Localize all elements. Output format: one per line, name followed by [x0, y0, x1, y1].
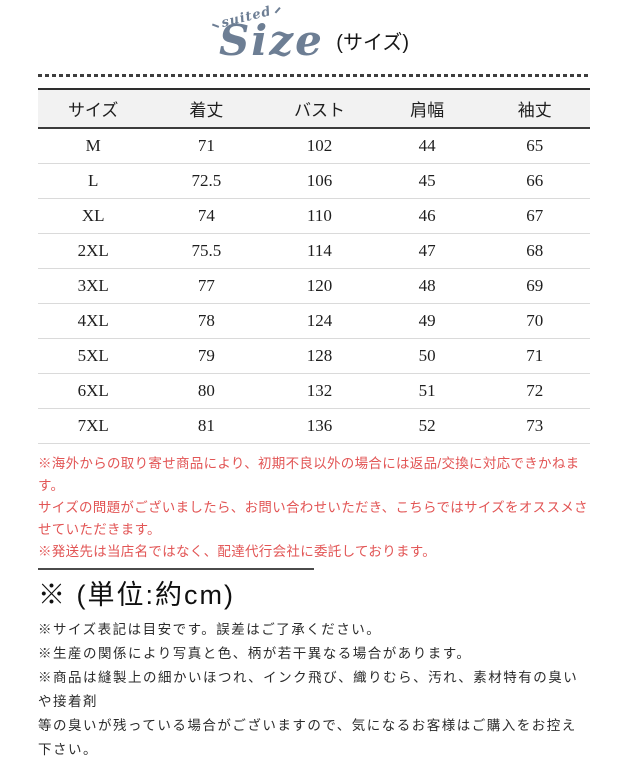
cell-value: 114 — [264, 233, 375, 269]
cell-value: 110 — [264, 198, 375, 234]
table-row: 4XL 78 124 49 70 — [38, 303, 590, 339]
size-chart-page: suited Size (サイズ) サイズ 着丈 バスト 肩幅 袖丈 M 71 … — [38, 4, 590, 757]
cell-value: 81 — [148, 408, 265, 444]
cell-value: 50 — [374, 338, 480, 374]
table-row: 7XL 81 136 52 73 — [38, 408, 590, 444]
cell-value: 44 — [374, 128, 480, 164]
column-header-length: 着丈 — [148, 88, 265, 129]
size-logo: Size — [218, 16, 324, 65]
page-title: suited Size (サイズ) — [38, 4, 590, 70]
note-line: ※サイズ表記は目安です。誤差はご了承ください。 — [38, 622, 382, 637]
cell-size: 4XL — [38, 303, 149, 339]
cell-value: 102 — [264, 128, 375, 164]
cell-size: 5XL — [38, 338, 149, 374]
cell-value: 51 — [374, 373, 480, 409]
cell-value: 136 — [264, 408, 375, 444]
cell-value: 124 — [264, 303, 375, 339]
unit-heading: ※ (単位:約cm) — [38, 580, 235, 610]
cell-size: L — [38, 163, 149, 199]
table-row: L 72.5 106 45 66 — [38, 163, 590, 199]
divider-rule — [38, 568, 314, 570]
cell-size: 3XL — [38, 268, 149, 304]
cell-value: 80 — [148, 373, 265, 409]
cell-size: 6XL — [38, 373, 149, 409]
cell-value: 48 — [374, 268, 480, 304]
cell-value: 73 — [479, 408, 590, 444]
warning-notes: ※海外からの取り寄せ商品により、初期不良以外の場合には返品/交換に対応できかねま… — [38, 453, 590, 563]
column-header-size: サイズ — [38, 88, 149, 129]
table-row: M 71 102 44 65 — [38, 128, 590, 164]
cell-value: 70 — [479, 303, 590, 339]
cell-value: 106 — [264, 163, 375, 199]
table-row: 2XL 75.5 114 47 68 — [38, 233, 590, 269]
cell-value: 45 — [374, 163, 480, 199]
warning-line: ※発送先は当店名ではなく、配達代行会社に委託しております。 — [38, 544, 437, 559]
title-row: Size (サイズ) — [38, 18, 590, 64]
table-row: 6XL 80 132 51 72 — [38, 373, 590, 409]
cell-size: M — [38, 128, 149, 164]
table-header-row: サイズ 着丈 バスト 肩幅 袖丈 — [38, 88, 590, 129]
decoration-stroke-icon — [274, 6, 281, 14]
size-subtitle: (サイズ) — [336, 32, 410, 54]
column-header-sleeve: 袖丈 — [479, 88, 590, 129]
cell-value: 132 — [264, 373, 375, 409]
table-row: 3XL 77 120 48 69 — [38, 268, 590, 304]
warning-line: サイズの問題がございましたら、お問い合わせいただき、こちらではサイズをオススメさ… — [38, 500, 588, 537]
cell-value: 68 — [479, 233, 590, 269]
cell-value: 72 — [479, 373, 590, 409]
cell-value: 49 — [374, 303, 480, 339]
cell-value: 72.5 — [148, 163, 265, 199]
cell-value: 46 — [374, 198, 480, 234]
cell-value: 71 — [148, 128, 265, 164]
cell-size: 7XL — [38, 408, 149, 444]
cell-size: XL — [38, 198, 149, 234]
cell-size: 2XL — [38, 233, 149, 269]
cell-value: 77 — [148, 268, 265, 304]
cell-value: 67 — [479, 198, 590, 234]
cell-value: 65 — [479, 128, 590, 164]
dashed-divider — [38, 74, 590, 77]
note-line: ※商品は縫製上の細かいほつれ、インク飛び、織りむら、汚れ、素材特有の臭いや接着剤 — [38, 670, 579, 709]
column-header-bust: バスト — [264, 88, 375, 129]
cell-value: 75.5 — [148, 233, 265, 269]
cell-value: 128 — [264, 338, 375, 374]
cell-value: 78 — [148, 303, 265, 339]
table-row: XL 74 110 46 67 — [38, 198, 590, 234]
size-table: サイズ 着丈 バスト 肩幅 袖丈 M 71 102 44 65 L 72.5 1… — [38, 88, 590, 444]
cell-value: 47 — [374, 233, 480, 269]
cell-value: 74 — [148, 198, 265, 234]
warning-line: ※海外からの取り寄せ商品により、初期不良以外の場合には返品/交換に対応できかねま… — [38, 456, 580, 493]
cell-value: 66 — [479, 163, 590, 199]
cell-value: 79 — [148, 338, 265, 374]
cell-value: 120 — [264, 268, 375, 304]
cell-value: 52 — [374, 408, 480, 444]
note-line: 等の臭いが残っている場合がございますので、気になるお客様はご購入をお控え下さい。 — [38, 718, 577, 757]
column-header-shoulder: 肩幅 — [374, 88, 480, 129]
note-line: ※生産の関係により写真と色、柄が若干異なる場合があります。 — [38, 646, 472, 661]
cell-value: 71 — [479, 338, 590, 374]
cell-value: 69 — [479, 268, 590, 304]
table-row: 5XL 79 128 50 71 — [38, 338, 590, 374]
